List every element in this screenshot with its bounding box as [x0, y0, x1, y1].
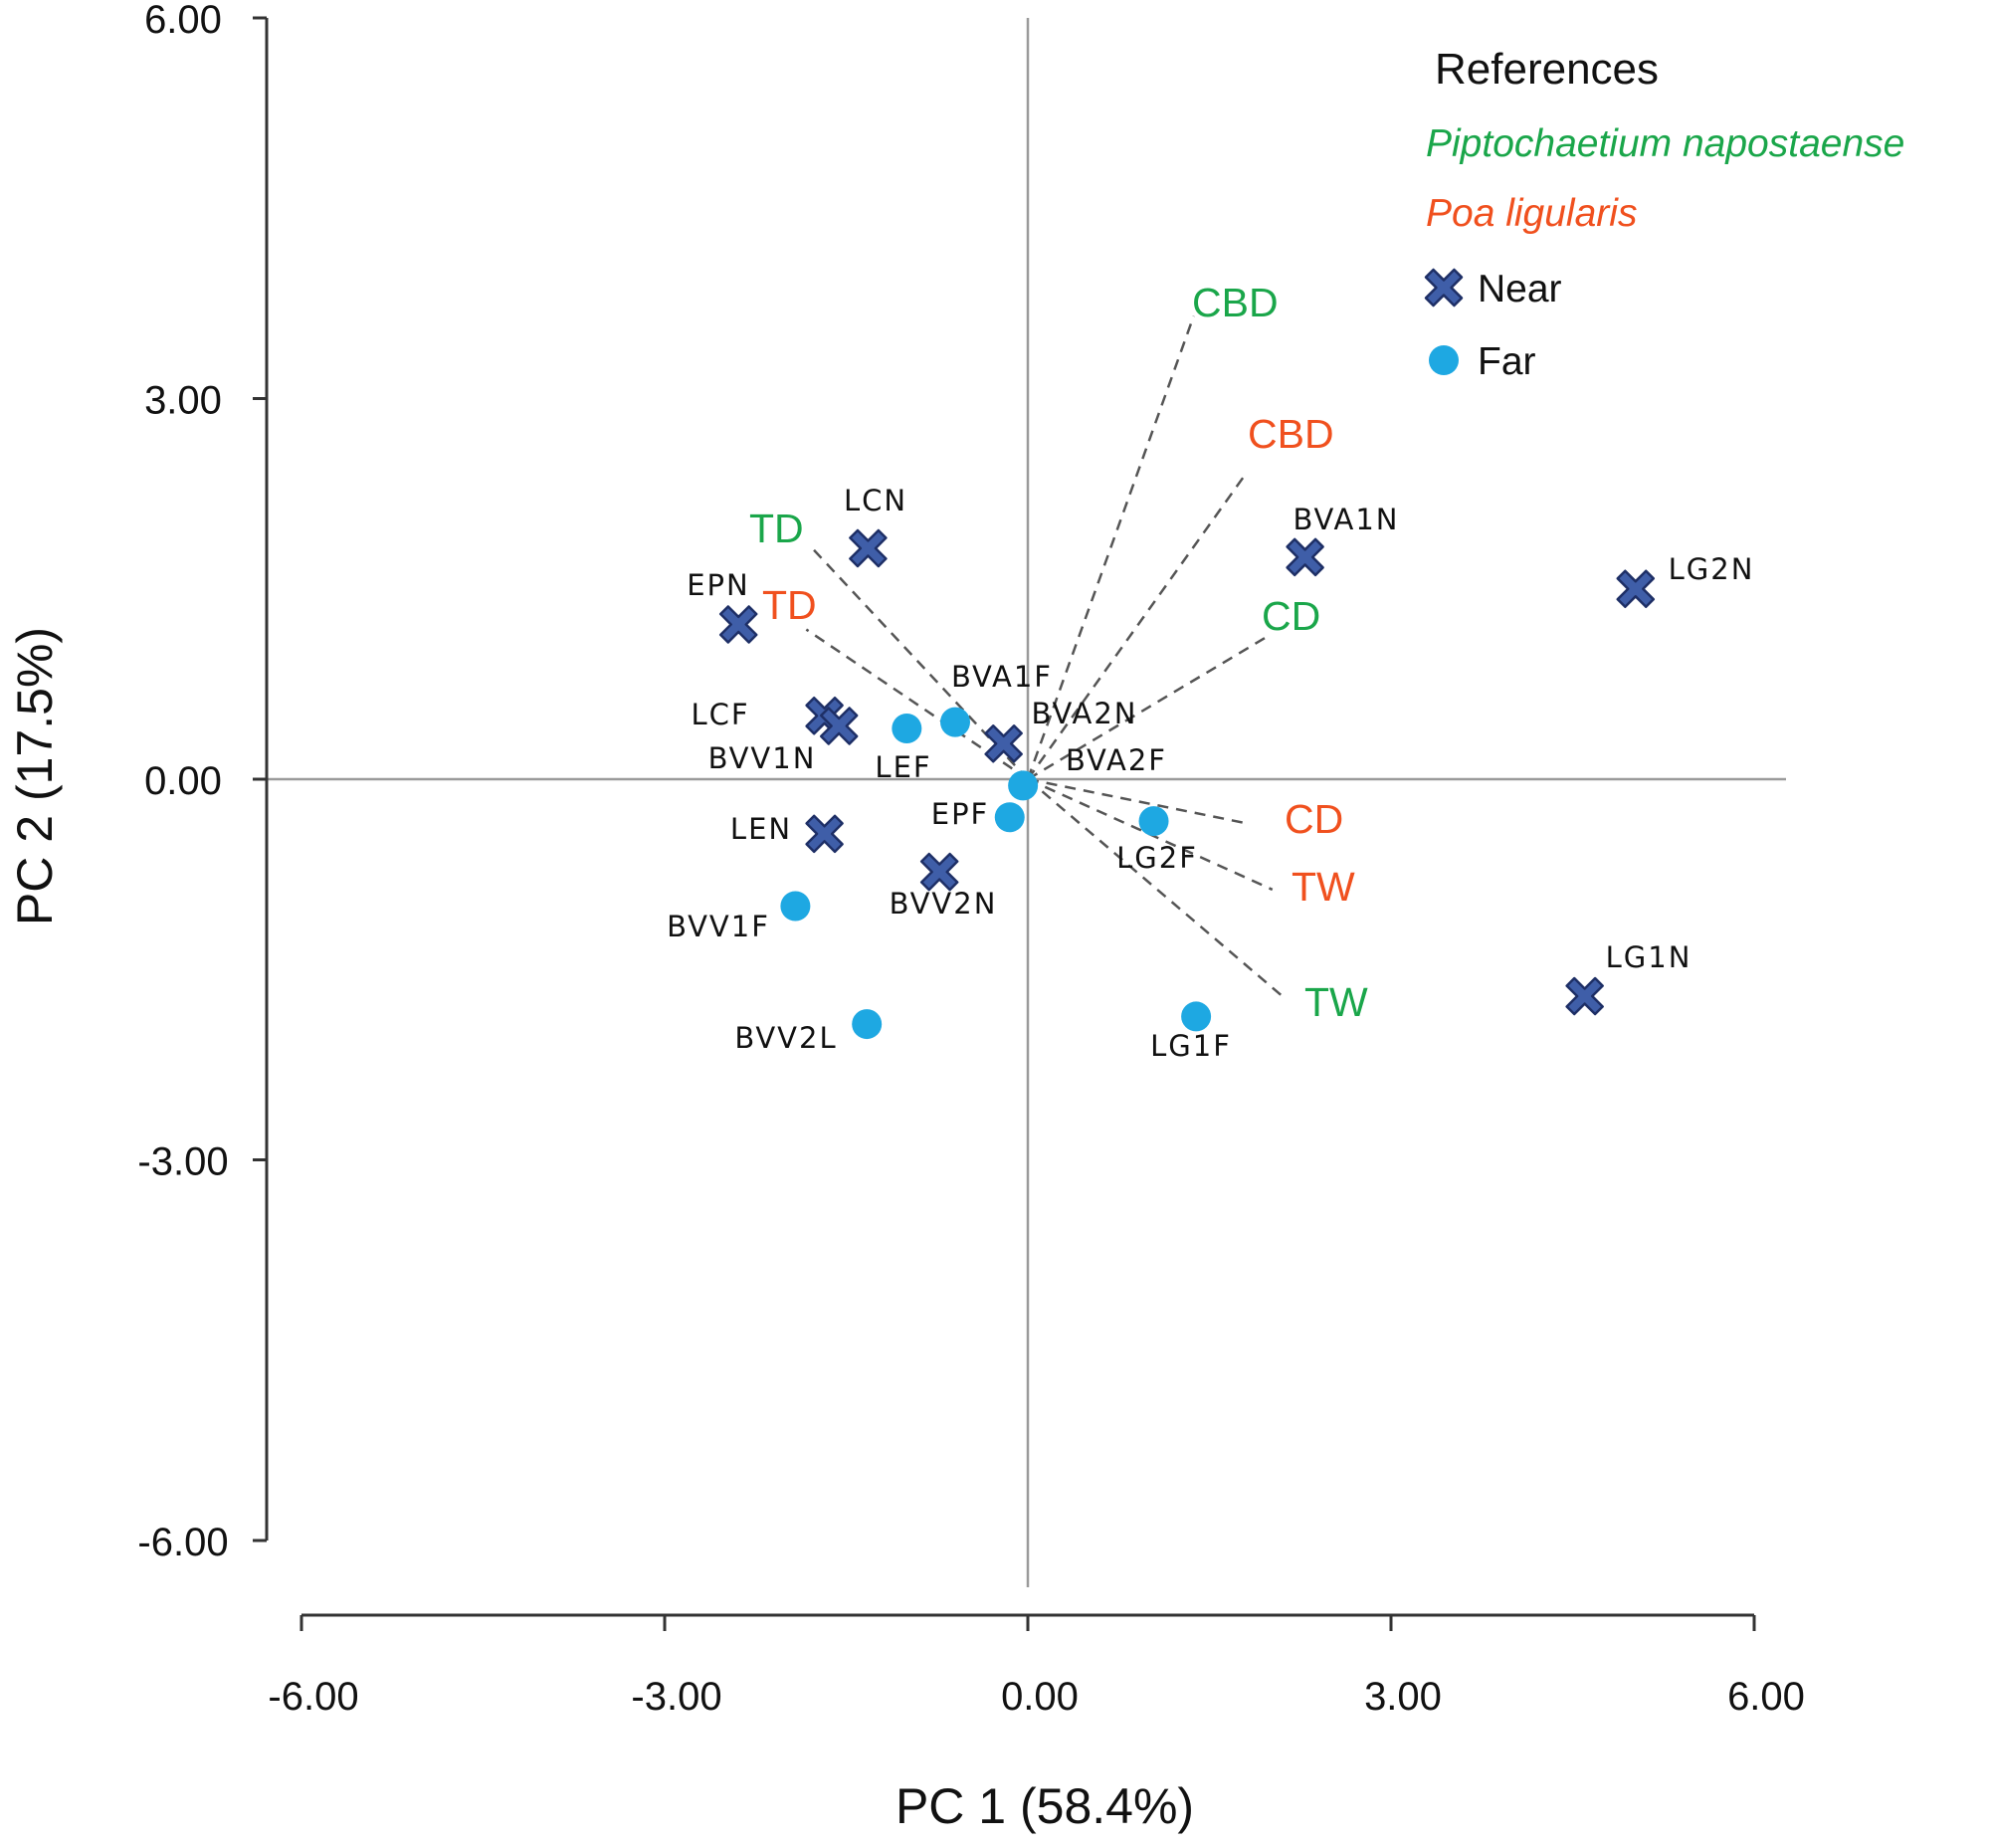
point-label-epn: EPN	[687, 568, 750, 602]
x-tick-label: -6.00	[268, 1675, 358, 1719]
y-axis-title: PC 2 (17.5%)	[7, 627, 63, 925]
loading-vector-td	[807, 543, 1029, 780]
legend-label-near: Near	[1478, 268, 1562, 310]
y-tick-label: 3.00	[144, 379, 222, 423]
loading-label-tw: TW	[1292, 864, 1355, 910]
loading-vector-cd	[1027, 777, 1249, 825]
loading-label-td: TD	[762, 582, 817, 628]
x-tick-label: 6.00	[1727, 1675, 1805, 1719]
origin-lines-group	[267, 18, 1786, 1587]
legend: References Piptochaetium napostaense Poa …	[1424, 45, 1904, 383]
loading-label-cbd: CBD	[1248, 411, 1334, 457]
point-label-epf: EPF	[931, 797, 990, 831]
loading-label-td: TD	[749, 506, 804, 551]
point-label-lg2n: LG2N	[1669, 552, 1755, 586]
far-marker-bvv1f	[780, 891, 811, 922]
point-label-bva1n: BVA1N	[1294, 503, 1400, 536]
near-marker-bva1n	[1286, 537, 1324, 577]
legend-label-far: Far	[1478, 340, 1536, 383]
far-marker-lg1f	[1181, 1001, 1212, 1032]
point-label-len: LEN	[730, 812, 792, 846]
legend-near-marker	[1424, 268, 1464, 308]
far-marker-lef	[892, 714, 922, 743]
loading-vector-cbd	[1026, 315, 1195, 780]
x-tick-label: -3.00	[631, 1675, 721, 1719]
point-label-bva2n: BVA2N	[1032, 697, 1138, 730]
point-label-lg1n: LG1N	[1606, 940, 1692, 974]
point-label-bvv1n: BVV1N	[708, 741, 817, 775]
far-marker-bva1f	[940, 707, 970, 737]
point-label-bvv1f: BVV1F	[667, 910, 770, 943]
legend-far-marker	[1429, 345, 1459, 375]
legend-species-poa-ligularis: Poa ligularis	[1426, 192, 1637, 235]
x-axis-title: PC 1 (58.4%)	[896, 1778, 1194, 1834]
far-marker-bva2f	[1008, 770, 1039, 801]
legend-species-piptochaetium-napostaense: Piptochaetium napostaense	[1426, 122, 1904, 165]
far-marker-epf	[994, 802, 1025, 833]
axes-group: -6.00 -3.00 0.00 3.00 6.00 -6.00 -3.00 0.00 3.00…	[137, 0, 1805, 1719]
point-label-bvv2n: BVV2N	[890, 887, 998, 921]
far-marker-bvv2l	[852, 1009, 883, 1040]
point-label-bva1f: BVA1F	[951, 660, 1053, 694]
x-tick-label: 3.00	[1364, 1675, 1442, 1719]
loading-label-cd: CD	[1262, 593, 1320, 639]
near-marker-bvv2n	[919, 852, 959, 892]
near-marker-bva2n	[984, 724, 1023, 763]
point-label-lef: LEF	[875, 750, 931, 784]
point-label-lcf: LCF	[691, 698, 749, 731]
point-label-lg1f: LG1F	[1150, 1029, 1232, 1063]
loading-vector-cbd	[1026, 476, 1245, 780]
loading-label-cbd: CBD	[1192, 280, 1279, 325]
x-tick-label: 0.00	[1001, 1675, 1079, 1719]
near-marker-len	[805, 814, 844, 854]
scores-group: LCN EPN BVA1N LG2N LCF BVV1N BVA2N LEN BVV2N LG1N…	[667, 484, 1755, 1063]
point-label-bva2f: BVA2F	[1066, 743, 1167, 777]
y-tick-label: -6.00	[137, 1521, 228, 1564]
loading-label-cd: CD	[1285, 796, 1343, 842]
point-label-bvv2l: BVV2L	[734, 1021, 837, 1055]
far-marker-lg2f	[1138, 806, 1169, 837]
near-marker-lg2n	[1616, 569, 1656, 608]
point-label-lcn: LCN	[844, 484, 907, 517]
near-marker-bvv1n	[819, 707, 859, 745]
y-tick-label: 0.00	[144, 759, 222, 803]
loading-vectors-group: CBD CBD TD TD CD CD TW TW	[749, 280, 1368, 1025]
near-marker-lcn	[849, 528, 888, 568]
legend-title: References	[1435, 45, 1659, 94]
loading-vector-cd	[1027, 636, 1268, 781]
point-label-lg2f: LG2F	[1116, 841, 1198, 875]
y-tick-label: 6.00	[144, 0, 222, 42]
loading-label-tw: TW	[1304, 979, 1368, 1025]
near-marker-epn	[718, 605, 758, 644]
y-tick-label: -3.00	[137, 1140, 228, 1184]
near-marker-lg1n	[1565, 976, 1604, 1016]
